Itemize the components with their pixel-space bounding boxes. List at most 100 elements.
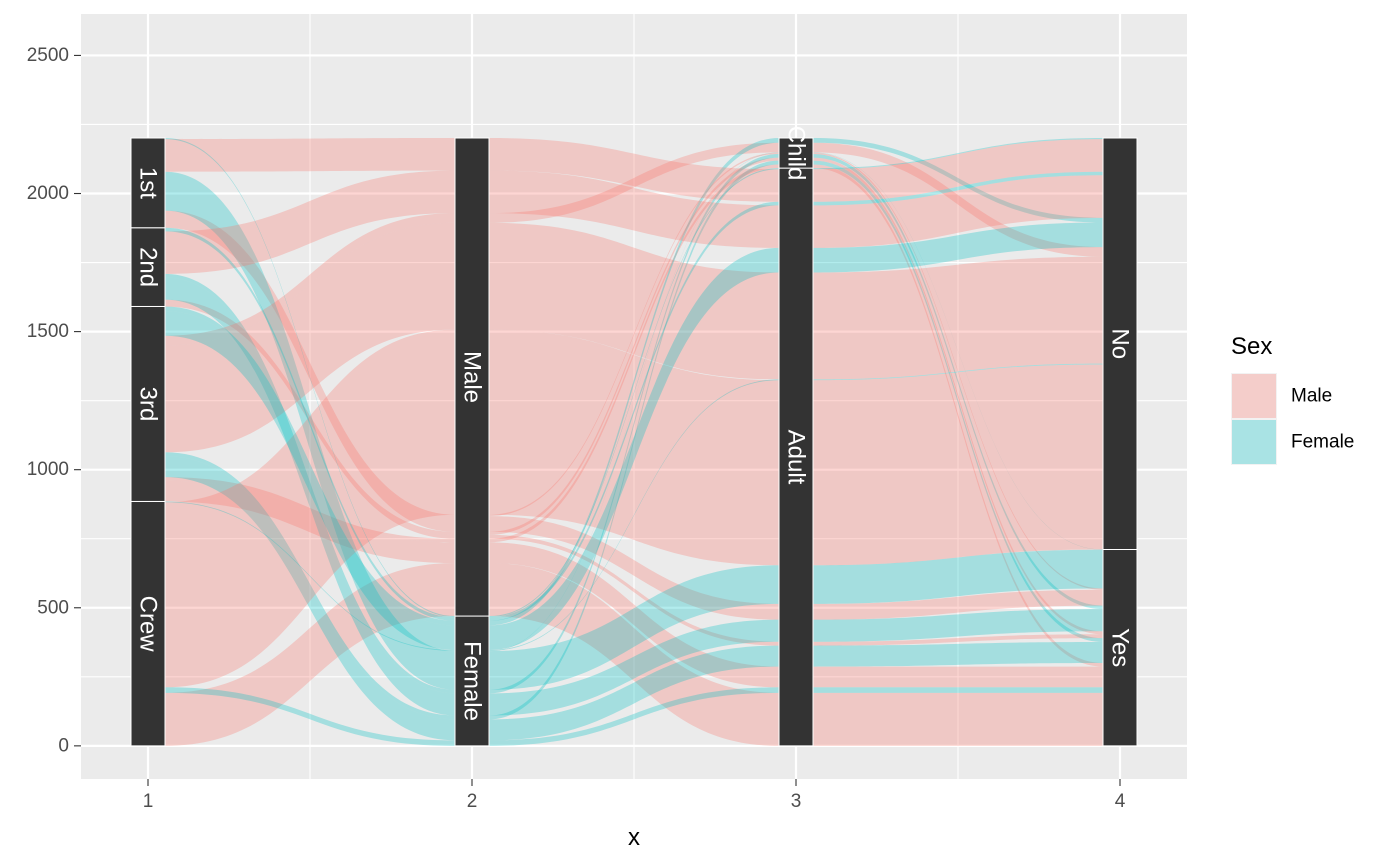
y-tick-label: 1500: [27, 321, 69, 342]
flow-ribbon: [489, 138, 779, 202]
legend-title: Sex: [1231, 333, 1272, 360]
flow-ribbon: [489, 222, 779, 380]
stratum-box: [130, 305, 166, 502]
flow-ribbon: [165, 138, 455, 618]
x-tick-label: 3: [791, 791, 802, 812]
flow-ribbon: [489, 138, 779, 626]
flow-ribbon: [813, 634, 1103, 646]
flow-ribbon: [165, 273, 455, 694]
flow-ribbon: [489, 164, 779, 543]
flow-ribbon: [165, 171, 455, 652]
legend-key-swatch: [1232, 374, 1276, 418]
flow-ribbon: [813, 139, 1103, 202]
flow-ribbon: [813, 138, 1103, 223]
stratum-box: [454, 137, 490, 617]
x-axis-title: x: [628, 824, 640, 851]
flow-ribbon: [813, 160, 1103, 643]
stratum-label: Male: [459, 351, 486, 403]
flow-ribbon: [165, 277, 455, 716]
flow-ribbon: [813, 152, 1103, 590]
flow-ribbon: [489, 154, 779, 694]
legend: Sex Male Female: [1231, 333, 1354, 465]
flow-ribbon: [165, 687, 455, 746]
x-tick-label: 2: [467, 791, 478, 812]
flow-ribbon: [165, 222, 455, 453]
flow-ribbon: [489, 152, 779, 652]
flow-ribbon: [813, 692, 1103, 746]
flow-ribbon: [489, 534, 779, 646]
strata: Crew 3rd 2nd 1st Female Male Adult Child Yes No: [130, 126, 1138, 747]
y-tick-label: 2000: [27, 183, 69, 204]
flow-ribbon: [813, 222, 1103, 273]
flow-ribbon: [813, 175, 1103, 248]
stratum-label: Adult: [783, 430, 810, 485]
flow-ribbon: [489, 160, 779, 720]
stratum-box: [454, 615, 490, 747]
stratum-label: 3rd: [135, 387, 162, 422]
flow-ribbon: [813, 157, 1103, 635]
flow-ribbon: [165, 306, 455, 626]
flow-ribbon: [489, 157, 779, 535]
flow-ribbon: [813, 609, 1103, 642]
flow-ribbon: [489, 152, 779, 517]
flow-ribbon: [813, 164, 1103, 667]
flow-ribbon: [165, 171, 455, 690]
flow-ribbon: [813, 589, 1103, 620]
flow-ribbon: [489, 247, 779, 651]
stratum-box: [130, 500, 166, 747]
flow-ribbon: [165, 329, 455, 688]
flow-ribbon: [813, 154, 1103, 610]
x-tick-label: 1: [143, 791, 154, 812]
flow-ribbon: [813, 549, 1103, 604]
legend-key-background: [1231, 373, 1277, 419]
flow-ribbon: [813, 152, 1103, 550]
flow-ribbon: [489, 645, 779, 741]
stratum-box: [1102, 137, 1138, 550]
flow-ribbon: [813, 363, 1103, 381]
flow-ribbon: [165, 138, 455, 172]
flow-ribbon: [165, 212, 455, 532]
flow-ribbon: [165, 227, 455, 621]
flow-ribbon: [813, 364, 1103, 566]
flow-ribbon: [489, 170, 779, 248]
stratum-box: [778, 137, 814, 169]
flow-ribbon: [489, 542, 779, 688]
y-tick-label: 500: [37, 597, 69, 618]
flow-ribbon: [489, 619, 779, 716]
stratum-label: Child: [783, 126, 810, 181]
flow-ribbon: [165, 170, 455, 274]
x-tick-label: 4: [1115, 791, 1126, 812]
flow-ribbon: [489, 563, 779, 746]
flow-ribbon: [489, 142, 779, 223]
stratum-label: No: [1107, 328, 1134, 359]
flow-ribbon: [165, 213, 455, 346]
flow-ribbon: [489, 687, 779, 746]
legend-key-background: [1231, 419, 1277, 465]
flow-ribbon: [489, 168, 779, 618]
stratum-box: [130, 137, 166, 229]
flow-ribbon: [165, 302, 455, 539]
flow-ribbon: [813, 142, 1103, 257]
flow-ribbon: [489, 329, 779, 566]
flow-ribbons: [165, 138, 1103, 746]
flow-ribbon: [165, 480, 455, 564]
legend-label: Male: [1291, 386, 1332, 407]
flow-ribbon: [489, 516, 779, 620]
flow-ribbon: [813, 642, 1103, 667]
stratum-label: Female: [459, 641, 486, 721]
flow-ribbon: [813, 138, 1103, 170]
stratum-label: Crew: [135, 596, 162, 653]
flow-ribbon: [165, 563, 455, 746]
flow-ribbon: [813, 256, 1103, 380]
stratum-label: Yes: [1107, 628, 1134, 667]
flow-ribbon: [813, 666, 1103, 688]
flow-ribbon: [165, 501, 455, 651]
y-tick-label: 0: [58, 735, 69, 756]
flow-ribbon: [489, 379, 779, 651]
flow-ribbon: [813, 687, 1103, 693]
y-tick-label: 1000: [27, 459, 69, 480]
flow-ribbon: [165, 456, 455, 741]
legend-label: Female: [1291, 432, 1354, 453]
flow-ribbon: [165, 452, 455, 720]
